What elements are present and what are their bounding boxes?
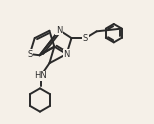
Text: S: S [83,34,88,43]
Text: S: S [27,49,32,59]
Text: HN: HN [34,71,47,80]
Text: N: N [56,26,62,35]
Text: N: N [63,49,70,59]
